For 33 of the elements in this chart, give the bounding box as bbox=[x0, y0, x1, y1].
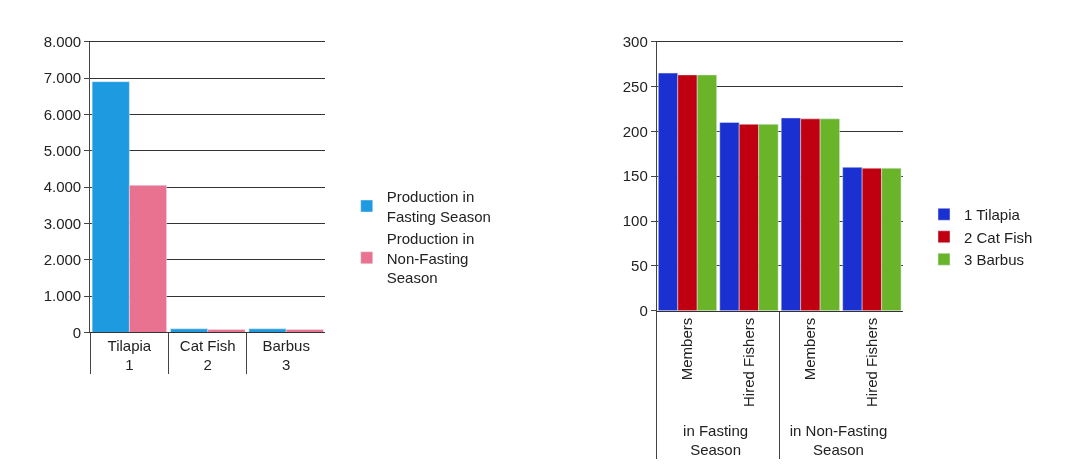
y-tick-label: 0 bbox=[639, 302, 648, 320]
y-tick-label: 4.000 bbox=[43, 178, 82, 196]
category-label: 2 bbox=[203, 356, 212, 374]
legend-label: 3 Barbus bbox=[963, 251, 1025, 269]
y-tick-label: 5.000 bbox=[43, 141, 82, 159]
y-tick-label: 1.000 bbox=[43, 287, 82, 305]
y-tick-label: 7.000 bbox=[43, 69, 82, 87]
category-label: Members bbox=[678, 317, 696, 381]
y-tick-label: 50 bbox=[631, 257, 648, 275]
y-tick-label: 250 bbox=[622, 77, 648, 95]
y-tick-label: 200 bbox=[622, 122, 648, 140]
category-label: 1 bbox=[125, 356, 134, 374]
y-tick-label: 2.000 bbox=[43, 251, 82, 269]
y-tick-label: 6.000 bbox=[43, 105, 82, 123]
category-label: Barbus bbox=[262, 337, 310, 355]
y-tick-label: 150 bbox=[622, 167, 648, 185]
y-tick-label: 8.000 bbox=[43, 32, 82, 50]
category-label: in Non-Fasting Season bbox=[789, 421, 888, 459]
legend-label: Production in Fasting Season bbox=[386, 188, 491, 225]
legend-label: 1 Tilapia bbox=[963, 206, 1021, 224]
legend-label: 2 Cat Fish bbox=[963, 228, 1033, 246]
y-tick-label: 100 bbox=[622, 212, 648, 230]
category-label: in Fasting Season bbox=[683, 421, 749, 459]
legend-label: Production in Non-Fasting Season bbox=[386, 230, 475, 287]
category-label: Hired Fishers bbox=[739, 317, 757, 407]
category-label: Tilapia bbox=[107, 337, 152, 355]
y-tick-label: 300 bbox=[622, 32, 648, 50]
category-label: Cat Fish bbox=[179, 337, 236, 355]
y-tick-label: 0 bbox=[72, 323, 82, 341]
category-label: Members bbox=[801, 317, 819, 381]
y-tick-label: 3.000 bbox=[43, 214, 82, 232]
category-label: 3 bbox=[281, 356, 291, 374]
category-label: Hired Fishers bbox=[862, 317, 880, 407]
